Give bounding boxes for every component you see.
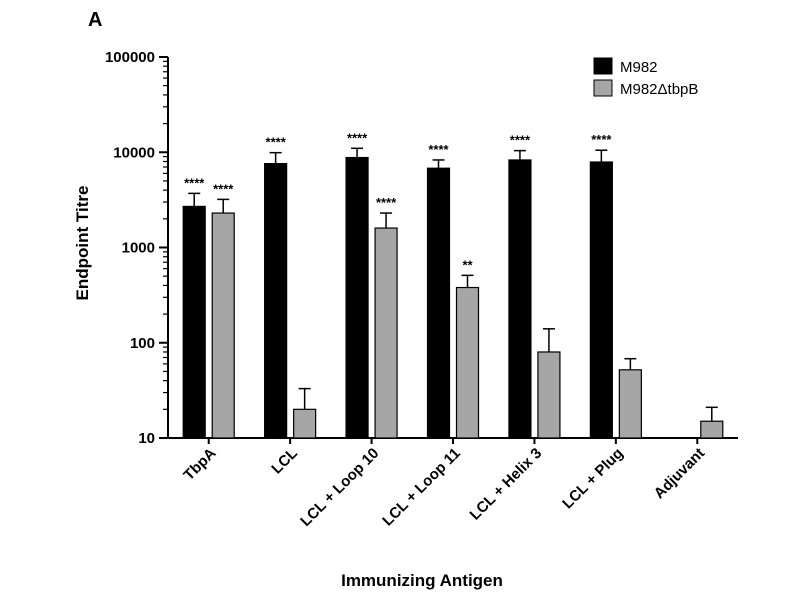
panel-label: A [88,9,102,31]
x-tick-label-adjuvant: Adjuvant [651,445,708,502]
significance-m982-lcl-helix-3: **** [510,133,531,148]
significance-m982-lcl-loop-11: **** [428,142,449,157]
legend-swatch-m982 [593,57,613,75]
bar-m982-tbpa [182,205,206,439]
significance-m982-tbpb-tbpa: **** [213,181,234,196]
legend-label-m982-tbpb: M982ΔtbpB [620,81,698,98]
x-tick-label-lcl-plug: LCL + Plug [559,445,627,513]
y-tick-label-100000: 100000 [105,49,155,66]
y-axis-title: Endpoint Titre [73,186,92,301]
bar-m982-tbpb-tbpa [211,212,235,439]
y-tick-label-1000: 1000 [122,240,155,257]
x-tick-label-lcl: LCL [268,445,301,478]
significance-m982-lcl: **** [266,135,287,150]
legend-swatch-m982-tbpb [593,79,613,97]
bar-m982-tbpb-lcl [293,408,317,439]
legend-label-m982: M982 [620,59,658,76]
x-axis-title: Immunizing Antigen [341,571,503,590]
bar-m982-lcl-loop-11 [426,167,451,439]
significance-m982-lcl-loop-10: **** [347,130,368,145]
bar-m982-tbpb-lcl-helix-3 [537,351,561,439]
bar-m982-lcl-helix-3 [508,159,532,439]
significance-m982-lcl-plug: **** [591,132,612,147]
bar-m982-tbpb-lcl-loop-11 [455,286,480,439]
significance-m982-tbpa: **** [184,175,205,190]
bar-m982-tbpb-lcl-plug [618,369,642,439]
x-tick-label-tbpa: TbpA [180,445,219,484]
y-tick-label-10000: 10000 [113,144,155,161]
plot-area: 10 100 1000 10000 100000 TbpA **** **** LCL **** L… [105,49,738,530]
y-tick-label-100: 100 [130,335,155,352]
x-tick-label-lcl-loop-11: LCL + Loop 11 [379,445,464,530]
bar-m982-tbpb-lcl-loop-10 [374,227,398,439]
x-tick-label-lcl-helix-3: LCL + Helix 3 [467,445,546,524]
legend: M982 M982ΔtbpB [593,57,698,98]
bar-m982-tbpb-adjuvant [700,420,724,439]
x-tick-label-lcl-loop-10: LCL + Loop 10 [297,445,382,530]
bar-m982-lcl-plug [589,161,613,439]
bar-m982-lcl [264,163,288,439]
y-tick-label-10: 10 [138,430,155,447]
significance-m982-tbpb-lcl-loop-10: **** [376,195,397,210]
significance-m982-tbpb-lcl-loop-11: ** [462,257,473,272]
bar-m982-lcl-loop-10 [345,156,369,439]
